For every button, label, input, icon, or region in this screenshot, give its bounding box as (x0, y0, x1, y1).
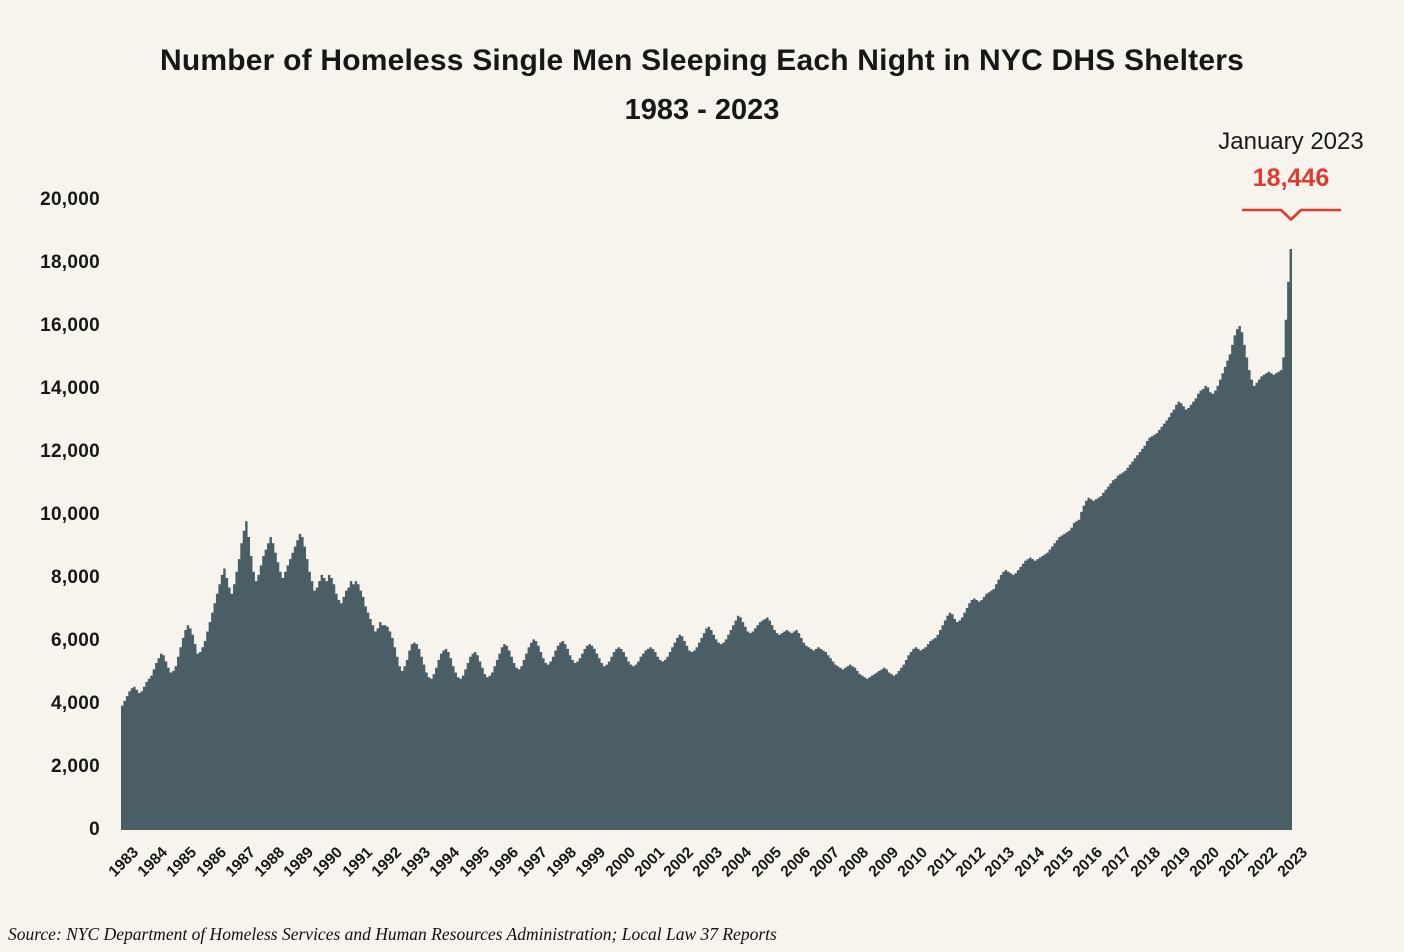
annotation-date-label: January 2023 (1218, 128, 1364, 155)
y-tick-label: 0 (89, 819, 100, 840)
latest-point-annotation: January 2023 18,446 (1178, 128, 1404, 193)
area-series-path (121, 249, 1292, 830)
y-tick-label: 2,000 (50, 756, 100, 777)
y-tick-label: 4,000 (50, 693, 100, 714)
source-note: Source: NYC Department of Homeless Servi… (8, 924, 777, 944)
y-tick-label: 6,000 (50, 630, 100, 651)
y-tick-label: 12,000 (40, 441, 100, 462)
annotation-bracket-icon (1242, 208, 1341, 221)
y-tick-label: 16,000 (40, 315, 100, 336)
y-tick-label: 8,000 (50, 567, 100, 588)
annotation-value: 18,446 (1252, 164, 1330, 192)
y-tick-label: 20,000 (40, 189, 100, 210)
chart-title: Number of Homeless Single Men Sleeping E… (160, 44, 1244, 77)
y-tick-label: 10,000 (40, 504, 100, 525)
chart-subtitle-years: 1983 - 2023 (624, 94, 780, 126)
chart-title-block: Number of Homeless Single Men Sleeping E… (0, 44, 1404, 127)
y-tick-label: 18,000 (40, 252, 100, 273)
y-tick-label: 14,000 (40, 378, 100, 399)
